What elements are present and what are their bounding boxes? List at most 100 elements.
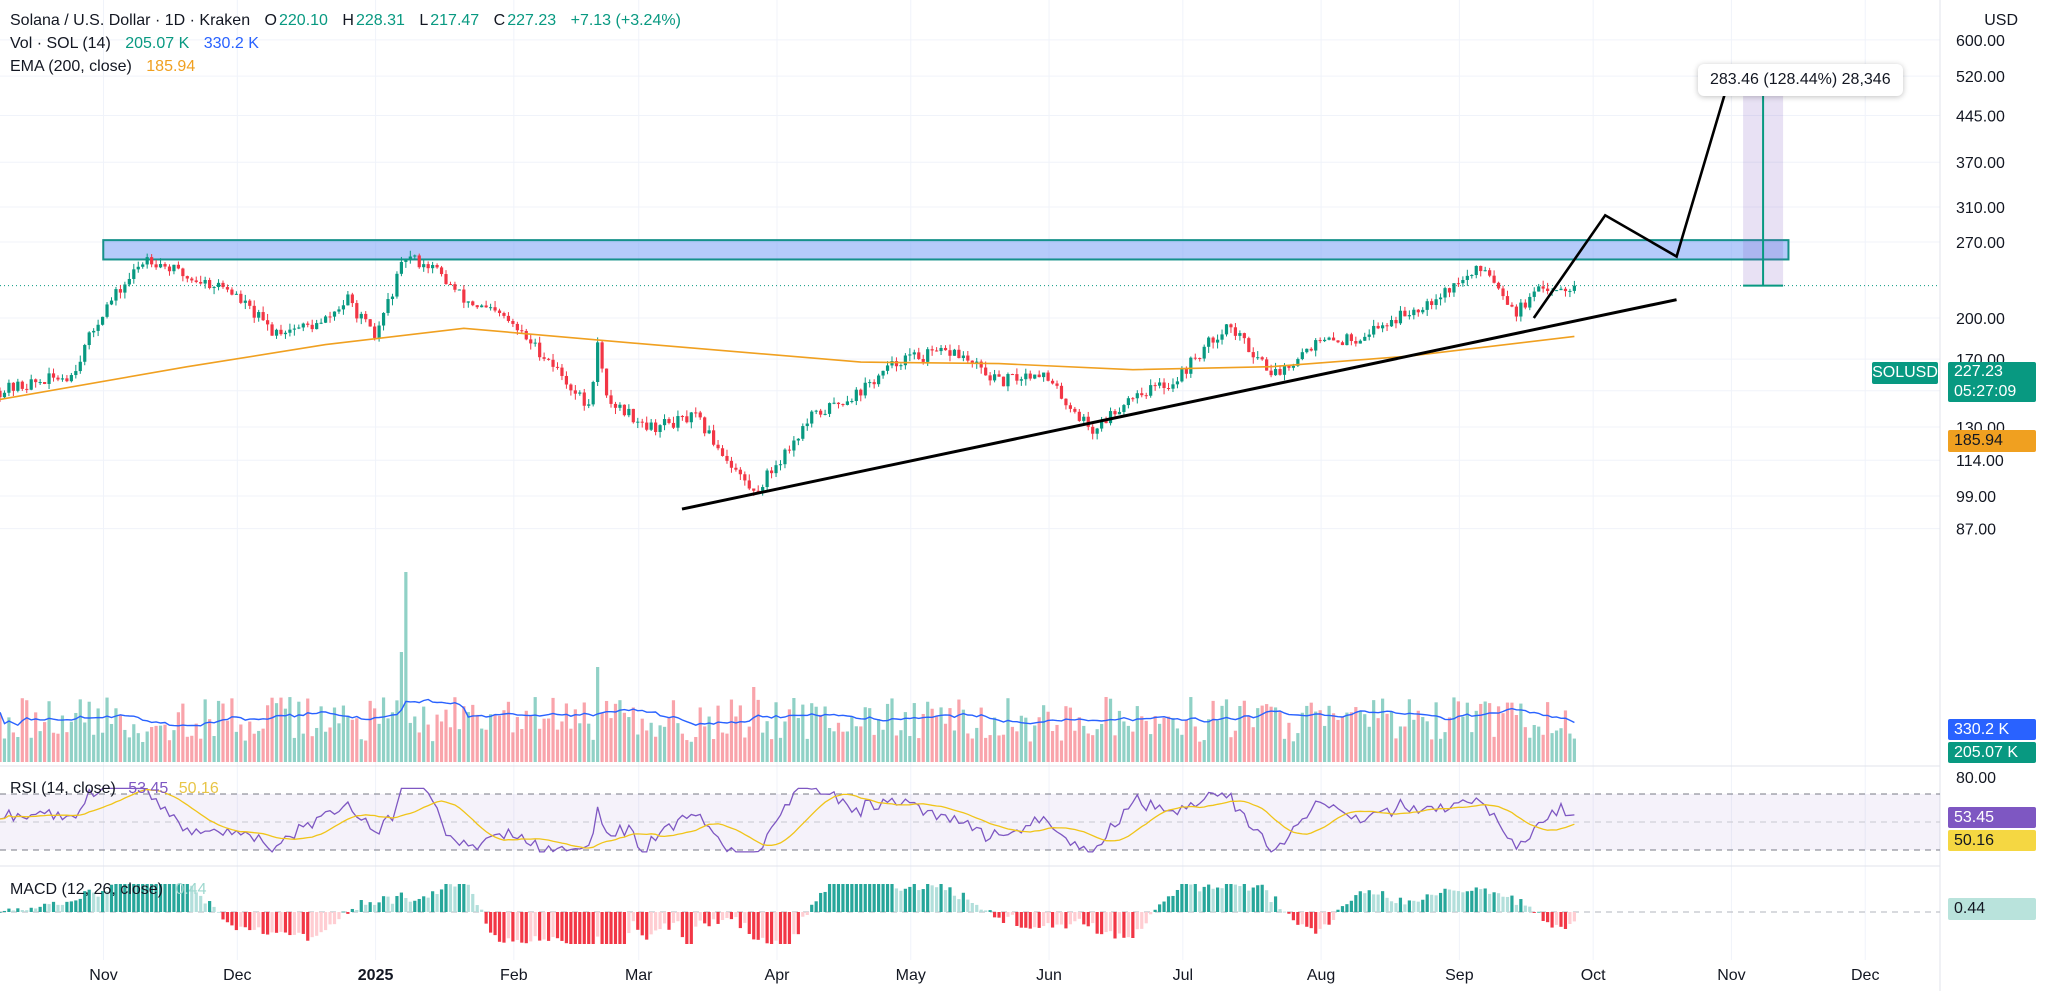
volume-bar: [671, 700, 676, 762]
candle-body: [1202, 346, 1206, 359]
candle-body: [511, 320, 515, 324]
volume-bar: [747, 726, 751, 762]
macd-histogram-bar: [1064, 912, 1068, 929]
candle-body: [11, 382, 15, 391]
macd-histogram-bar: [105, 891, 109, 912]
volume-bar: [569, 728, 573, 762]
macd-histogram-bar: [243, 912, 247, 928]
candle-body: [399, 261, 403, 274]
candle-body: [1193, 357, 1197, 359]
ema-label[interactable]: EMA (200, close): [10, 58, 132, 75]
macd-histogram-bar: [899, 890, 903, 912]
macd-histogram-bar: [845, 884, 849, 912]
drawings[interactable]: [681, 74, 1784, 511]
candle-body: [640, 421, 644, 423]
candle-body: [957, 349, 961, 359]
volume-bar: [1175, 728, 1180, 762]
macd-histogram-bar: [1242, 884, 1246, 912]
volume-bar: [145, 731, 149, 762]
close-value: 227.23: [507, 12, 557, 29]
candle-body: [943, 347, 948, 351]
macd-histogram-bar: [778, 912, 783, 944]
candle-body: [930, 349, 934, 351]
candle-body: [560, 367, 564, 376]
volume-bar: [87, 701, 91, 762]
candle-body: [105, 304, 109, 317]
candle-body: [685, 416, 689, 423]
macd-histogram-bar: [466, 884, 470, 912]
macd-histogram-bar: [662, 912, 667, 924]
candle-body: [551, 359, 555, 367]
candle-body: [1033, 374, 1037, 379]
macd-histogram-bar: [1510, 895, 1514, 912]
volume-bar: [243, 740, 247, 762]
macd-histogram-bar: [769, 912, 774, 944]
macd-histogram-bar: [1554, 912, 1559, 925]
volume-bar: [756, 699, 760, 762]
volume-bar: [1496, 706, 1501, 762]
macd-histogram-bar: [444, 884, 448, 912]
volume-bar: [1166, 716, 1171, 762]
volume-bar: [453, 697, 457, 762]
candle-body: [1514, 306, 1518, 317]
rsi-label[interactable]: RSI (14, close): [10, 780, 116, 797]
volume-bar: [1354, 707, 1358, 762]
volume-bar: [1532, 724, 1536, 762]
candle-body: [1546, 288, 1550, 291]
candle-body: [1273, 369, 1278, 376]
candle-body: [792, 440, 796, 451]
candle-body: [221, 282, 225, 288]
candle-body: [899, 365, 903, 367]
volume-bar: [417, 732, 421, 762]
candle-body: [1086, 416, 1090, 427]
volume-bar: [823, 706, 827, 762]
macd-histogram-bar: [952, 895, 957, 912]
y-tick-label: 270.00: [1956, 235, 2005, 252]
volume-bar: [158, 725, 163, 762]
volume-label[interactable]: Vol · SOL (14): [10, 35, 111, 52]
candle-body: [1055, 383, 1059, 386]
macd-histogram-bar: [1496, 893, 1501, 912]
volume-bar: [234, 731, 238, 762]
macd-histogram-bar: [60, 904, 65, 912]
candle-body: [323, 316, 328, 323]
volume-bar: [1104, 697, 1108, 762]
volume-bar: [1323, 725, 1327, 762]
candle-body: [546, 358, 551, 360]
volume-bar: [1447, 717, 1452, 762]
macd-label[interactable]: MACD (12, 26, close): [10, 881, 163, 898]
volume-bar: [787, 709, 792, 762]
candle-body: [337, 309, 341, 312]
volume-bar: [1461, 716, 1465, 762]
volume-bar: [471, 704, 475, 762]
volume-bar: [1010, 726, 1015, 762]
volume-bar: [845, 731, 849, 762]
macd-histogram-bar: [145, 884, 149, 912]
macd-histogram-bar: [1421, 899, 1425, 912]
candle-body: [1211, 337, 1215, 343]
macd-histogram-bar: [1251, 887, 1255, 912]
macd-histogram-bar: [1010, 912, 1015, 915]
macd-histogram-bar: [1291, 912, 1295, 921]
open-value: 220.10: [279, 12, 328, 29]
candle-body: [257, 312, 261, 318]
candle-body: [743, 474, 747, 481]
volume-bar: [11, 732, 15, 762]
resistance-zone[interactable]: [102, 239, 1790, 261]
volume-bar: [261, 728, 265, 762]
currency-label[interactable]: USD: [1984, 12, 2018, 29]
x-tick-label: Aug: [1307, 967, 1335, 984]
candle-body: [1171, 384, 1175, 389]
symbol-title[interactable]: Solana / U.S. Dollar · 1D · Kraken: [10, 12, 251, 29]
candle-body: [1126, 398, 1130, 406]
volume-bar: [78, 699, 82, 762]
volume-bar: [881, 729, 885, 762]
candle-body: [457, 289, 461, 291]
volume-bar: [431, 741, 435, 762]
macd-histogram-bar: [992, 912, 997, 918]
candle-body: [1336, 340, 1340, 343]
macd-histogram-bar: [1144, 912, 1148, 924]
macd-histogram-bar: [56, 904, 60, 912]
macd-histogram-bar: [1323, 912, 1327, 925]
